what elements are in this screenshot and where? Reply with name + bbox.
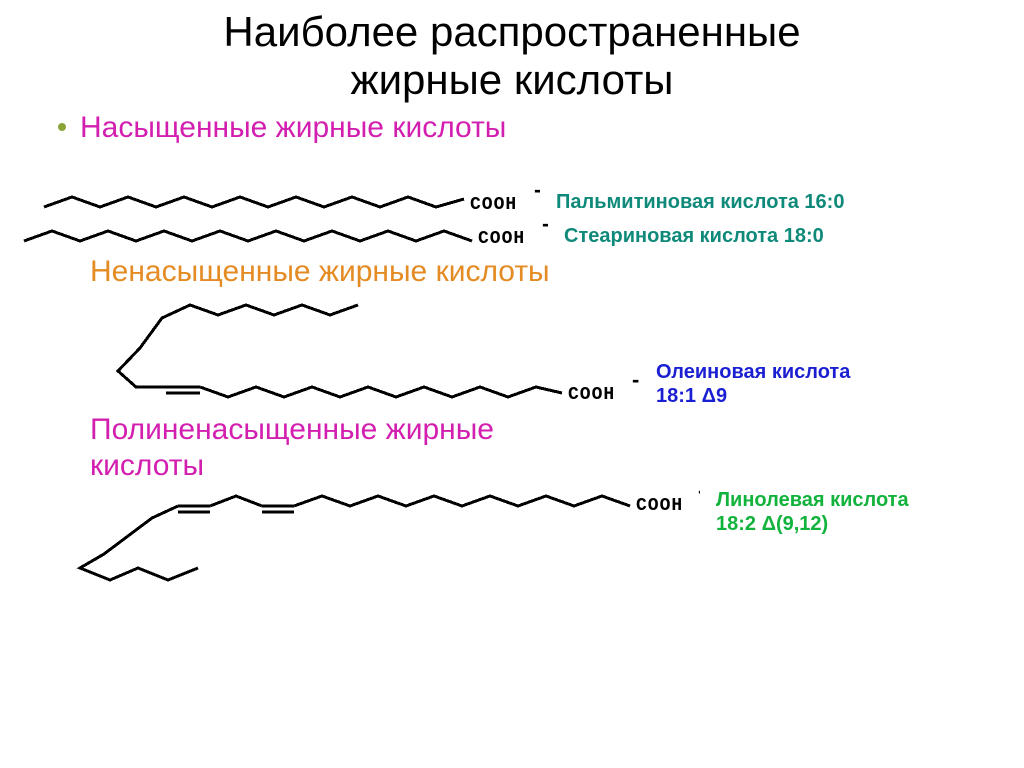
title-line-1: Наиболее распространенные: [223, 8, 800, 55]
molecule-stearic: COOH -: [20, 221, 548, 251]
cooh-linoleic: COOH: [636, 496, 683, 516]
row-oleic: COOH - Олеиновая кислота 18:1 Δ9: [0, 293, 1024, 408]
label-linoleic: Линолевая кислота 18:2 Δ(9,12): [716, 488, 909, 536]
section-unsaturated: Ненасыщенные жирные кислоты: [0, 255, 1024, 289]
cooh-palmitic: COOH: [470, 195, 517, 215]
molecule-linoleic: COOH -: [40, 488, 700, 588]
section-poly-label-2: кислоты: [90, 449, 204, 482]
molecule-oleic: COOH -: [100, 293, 640, 408]
row-palmitic: COOH - Пальмитиновая кислота 16:0: [0, 187, 1024, 217]
title-line-2: жирные кислоты: [351, 56, 674, 103]
svg-text:-: -: [534, 187, 540, 202]
svg-text:-: -: [632, 367, 639, 392]
cooh-stearic: COOH: [478, 229, 525, 249]
chain-oleic-svg: COOH -: [100, 293, 640, 408]
slide-title: Наиболее распространенные жирные кислоты: [0, 0, 1024, 105]
row-linoleic: COOH - Линолевая кислота 18:2 Δ(9,12): [0, 488, 1024, 588]
bullet-icon: [58, 123, 66, 131]
chain-linoleic-svg: COOH -: [40, 488, 700, 588]
svg-text:-: -: [698, 488, 700, 503]
chain-palmitic-svg: COOH -: [40, 187, 540, 217]
row-stearic: COOH - Стеариновая кислота 18:0: [0, 221, 1024, 251]
section-poly-label-1: Полиненасыщенные жирные: [90, 413, 494, 446]
label-oleic: Олеиновая кислота 18:1 Δ9: [656, 360, 850, 408]
label-stearic: Стеариновая кислота 18:0: [564, 224, 824, 248]
section-saturated-label: Насыщенные жирные кислоты: [80, 111, 506, 144]
chain-stearic-svg: COOH -: [20, 221, 548, 251]
section-unsaturated-label: Ненасыщенные жирные кислоты: [90, 255, 550, 288]
svg-text:-: -: [542, 221, 548, 236]
molecule-palmitic: COOH -: [40, 187, 540, 217]
section-poly: Полиненасыщенные жирные кислоты: [0, 412, 1024, 484]
cooh-oleic: COOH: [568, 385, 615, 405]
section-saturated: Насыщенные жирные кислоты: [0, 111, 1024, 145]
label-palmitic: Пальмитиновая кислота 16:0: [556, 190, 844, 214]
